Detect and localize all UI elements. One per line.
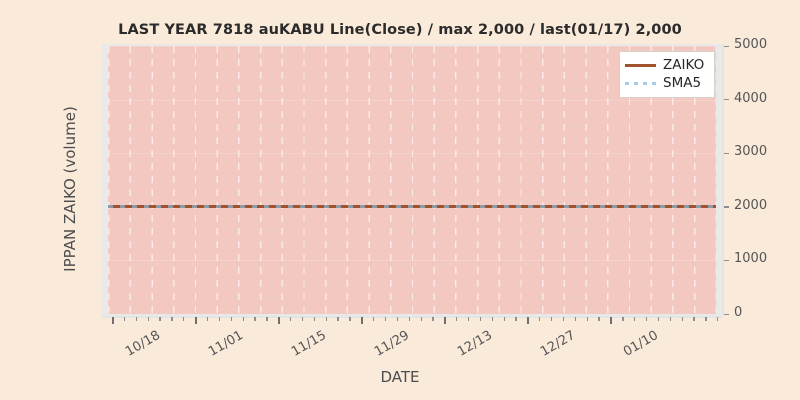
x-axis-tick-label: 01/10 <box>621 328 662 360</box>
x-axis-minor-tick <box>551 317 553 321</box>
gridline-horizontal <box>108 260 716 262</box>
y-tick-mark <box>724 206 729 208</box>
y-tick-label: 1000 <box>734 251 768 267</box>
legend-item-zaiko[interactable]: ZAIKO <box>625 56 709 74</box>
x-axis-minor-tick <box>408 317 410 321</box>
x-axis-minor-tick <box>645 317 648 321</box>
x-axis-minor-tick <box>266 317 268 321</box>
y-tick-mark <box>724 99 729 101</box>
x-axis-minor-tick <box>503 317 505 321</box>
x-axis-minor-tick <box>183 317 185 321</box>
x-axis-minor-tick <box>218 317 221 321</box>
x-axis-minor-tick <box>289 317 292 321</box>
chart-legend[interactable]: ZAIKO SMA5 <box>619 51 715 98</box>
gridline-horizontal <box>108 153 716 155</box>
x-axis-major-tick <box>361 317 363 324</box>
x-axis-minor-tick <box>325 317 327 321</box>
x-axis-minor-tick <box>313 317 316 321</box>
x-axis-minor-tick <box>491 317 493 321</box>
y-tick-mark <box>724 259 729 262</box>
x-axis-minor-tick <box>171 317 173 321</box>
chart-title: LAST YEAR 7818 auKABU Line(Close) / max … <box>118 22 682 38</box>
x-axis-minor-tick <box>467 317 470 321</box>
y-axis-spine <box>722 44 724 316</box>
x-axis-major-tick <box>444 317 446 324</box>
x-axis-minor-tick <box>574 317 577 321</box>
x-axis-minor-tick <box>634 317 636 321</box>
x-axis-minor-tick <box>230 317 232 321</box>
y-tick-label: 5000 <box>734 37 768 52</box>
x-axis-minor-tick <box>717 317 719 321</box>
x-axis-major-tick <box>527 317 529 324</box>
gridline-horizontal <box>108 46 716 47</box>
x-axis-minor-tick <box>586 317 588 321</box>
x-axis-minor-tick <box>242 317 244 321</box>
x-axis-minor-tick <box>456 317 458 321</box>
x-axis-minor-tick <box>681 317 683 321</box>
y-tick-mark <box>724 152 729 154</box>
x-axis-minor-tick <box>349 317 351 321</box>
x-axis-tick-label: 12/13 <box>455 328 496 360</box>
series-line-sma5 <box>108 205 716 209</box>
x-axis-minor-tick <box>337 317 339 321</box>
x-axis-major-tick <box>278 317 280 324</box>
x-axis-minor-tick <box>539 317 541 321</box>
gridline-horizontal <box>108 99 716 101</box>
x-axis-title: DATE <box>380 368 420 386</box>
solid-line-swatch-icon <box>625 58 656 72</box>
x-axis-minor-tick <box>693 317 695 321</box>
x-axis-minor-tick <box>598 317 600 321</box>
y-tick-label: 2000 <box>734 197 768 213</box>
x-axis-tick-label: 11/15 <box>289 328 330 360</box>
x-axis-minor-tick <box>396 317 399 321</box>
x-axis-minor-tick <box>432 317 434 321</box>
x-axis-minor-tick <box>123 317 126 321</box>
y-tick-label: 4000 <box>734 90 768 106</box>
x-axis-major-tick <box>195 317 197 324</box>
x-axis-minor-tick <box>373 317 375 321</box>
plot-area <box>108 46 716 314</box>
y-tick-mark <box>724 313 729 315</box>
x-axis-minor-tick <box>135 317 138 321</box>
x-axis-spine <box>102 316 722 318</box>
x-axis-tick-label: 11/01 <box>206 328 247 360</box>
x-axis-major-tick <box>610 317 612 324</box>
legend-item-sma5[interactable]: SMA5 <box>625 74 709 92</box>
legend-label-zaiko: ZAIKO <box>663 57 705 73</box>
x-axis-minor-tick <box>301 317 304 321</box>
y-tick-label: 3000 <box>734 144 768 160</box>
x-axis-minor-tick <box>515 317 517 321</box>
x-axis-tick-label: 11/29 <box>372 328 413 360</box>
x-axis-tick-label: 10/18 <box>123 328 163 360</box>
x-axis-minor-tick <box>705 317 707 321</box>
y-tick-label: 0 <box>734 305 743 320</box>
x-axis-minor-tick <box>254 317 256 321</box>
x-axis-minor-tick <box>159 317 161 321</box>
plot-frame <box>102 44 722 316</box>
x-axis-minor-tick <box>669 317 671 321</box>
x-axis-minor-tick <box>420 317 422 321</box>
x-axis-minor-tick <box>622 317 624 321</box>
x-axis-tick-label: 12/27 <box>538 328 579 360</box>
vertical-gridlines <box>108 46 716 314</box>
dotted-line-swatch-icon <box>625 76 656 90</box>
y-axis-title: IPPAN ZAIKO (volume) <box>61 106 79 272</box>
x-axis-major-tick <box>112 317 114 324</box>
x-axis-minor-tick <box>384 317 387 321</box>
legend-label-sma5: SMA5 <box>663 75 702 91</box>
x-axis-minor-tick <box>147 317 149 321</box>
x-axis-minor-tick <box>206 317 209 321</box>
y-tick-mark <box>724 45 729 47</box>
x-axis-minor-tick <box>479 317 482 321</box>
x-axis-minor-tick <box>657 317 660 321</box>
x-axis-minor-tick <box>562 317 565 321</box>
